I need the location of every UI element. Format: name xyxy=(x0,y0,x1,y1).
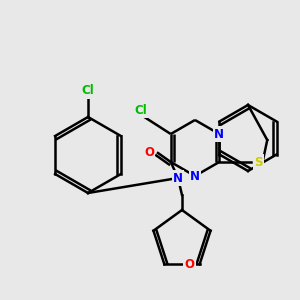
Text: N: N xyxy=(190,169,200,182)
Text: O: O xyxy=(184,258,195,271)
Text: N: N xyxy=(173,172,183,184)
Text: Cl: Cl xyxy=(82,85,94,98)
Text: Cl: Cl xyxy=(134,103,147,116)
Text: N: N xyxy=(214,128,224,140)
Text: S: S xyxy=(254,155,262,169)
Text: O: O xyxy=(144,146,154,160)
